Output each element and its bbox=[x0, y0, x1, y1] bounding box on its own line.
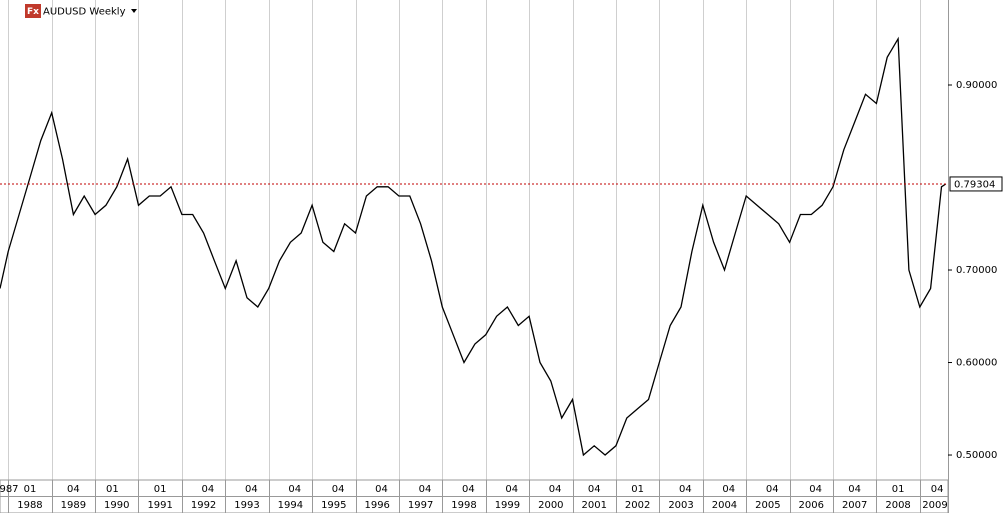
x-month-label: 04 bbox=[245, 484, 258, 495]
x-month-label: 01 bbox=[892, 484, 905, 495]
x-year-label: 2005 bbox=[755, 500, 780, 511]
x-year-label: 1994 bbox=[278, 500, 303, 511]
y-tick-label: 0.70000 bbox=[956, 265, 997, 276]
x-month-label: 01 bbox=[631, 484, 644, 495]
x-year-label: 2003 bbox=[668, 500, 693, 511]
x-month-label: 04 bbox=[549, 484, 562, 495]
x-year-label: 2002 bbox=[625, 500, 650, 511]
x-year-label: 1999 bbox=[495, 500, 520, 511]
x-month-label: 04 bbox=[462, 484, 475, 495]
x-year-label: 1995 bbox=[321, 500, 346, 511]
x-month-label: 04 bbox=[419, 484, 432, 495]
y-tick-label: 0.50000 bbox=[956, 450, 997, 461]
icon-label: Fx bbox=[27, 7, 39, 17]
chart-title[interactable]: AUDUSD Weekly bbox=[43, 7, 126, 18]
x-year-label: 2006 bbox=[799, 500, 824, 511]
dropdown-arrow[interactable] bbox=[131, 9, 137, 13]
x-year-label: 1990 bbox=[104, 500, 129, 511]
x-month-label: 04 bbox=[202, 484, 215, 495]
x-month-label: 01 bbox=[24, 484, 37, 495]
x-year-label: 1998 bbox=[451, 500, 476, 511]
x-year-label: 1989 bbox=[61, 500, 86, 511]
x-month-label: 01 bbox=[106, 484, 119, 495]
x-month-label: 04 bbox=[809, 484, 822, 495]
x-year-label: 1992 bbox=[191, 500, 216, 511]
x-month-label: 04 bbox=[679, 484, 692, 495]
current-price-label: 0.79304 bbox=[954, 179, 995, 190]
x-year-label: 1996 bbox=[364, 500, 389, 511]
x-month-label: 04 bbox=[588, 484, 601, 495]
y-tick-label: 0.90000 bbox=[956, 80, 997, 91]
x-year-label: 1988 bbox=[17, 500, 42, 511]
x-month-label: 04 bbox=[766, 484, 779, 495]
price-line bbox=[0, 36, 947, 457]
x-month-label: 04 bbox=[722, 484, 735, 495]
x-year-label: 1993 bbox=[234, 500, 259, 511]
x-month-label: 04 bbox=[375, 484, 388, 495]
x-year-label: 2004 bbox=[712, 500, 737, 511]
x-year-label: 2001 bbox=[582, 500, 607, 511]
x-month-label: 04 bbox=[288, 484, 301, 495]
x-month-label: 04 bbox=[67, 484, 80, 495]
x-month-label: 04 bbox=[931, 484, 944, 495]
x-month-label: 04 bbox=[848, 484, 861, 495]
x-month-label: 01 bbox=[154, 484, 167, 495]
x-month-label: 04 bbox=[332, 484, 345, 495]
x-year-label: 1997 bbox=[408, 500, 433, 511]
y-tick-label: 0.60000 bbox=[956, 358, 997, 369]
x-year-label: 2008 bbox=[885, 500, 910, 511]
x-year-label: 2000 bbox=[538, 500, 563, 511]
x-year-label: 2007 bbox=[842, 500, 867, 511]
x-year-label: 1991 bbox=[147, 500, 172, 511]
x-month-label: 04 bbox=[505, 484, 518, 495]
x-month-label: 987 bbox=[0, 484, 19, 495]
x-year-label: 2009 bbox=[922, 500, 947, 511]
icon bbox=[25, 4, 41, 18]
current-price-box bbox=[949, 176, 1003, 192]
